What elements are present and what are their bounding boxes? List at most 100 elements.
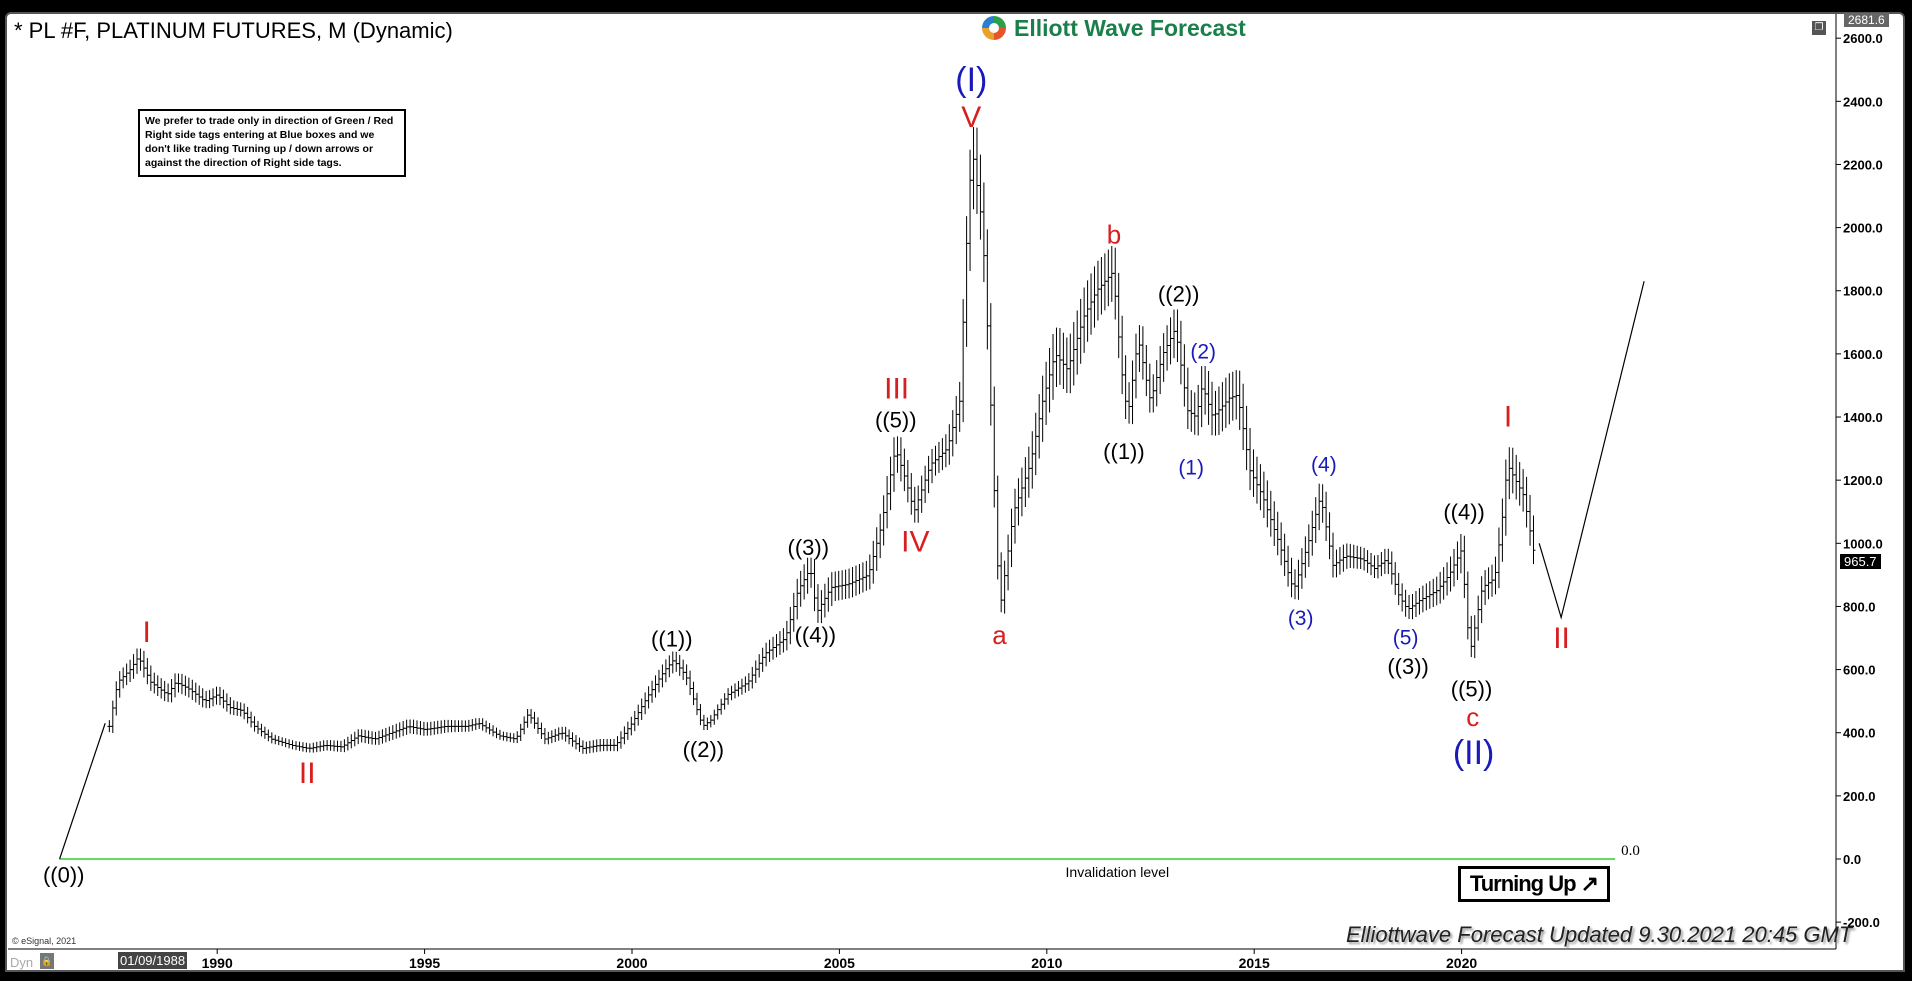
price-bar: [421, 721, 426, 736]
price-bar: [1296, 559, 1301, 600]
price-bar: [739, 678, 744, 695]
price-bar: [701, 714, 706, 731]
price-bar: [587, 740, 592, 754]
price-bar: [138, 648, 143, 671]
price-bar: [1116, 272, 1121, 359]
lock-icon[interactable]: 🔒: [40, 953, 54, 969]
price-bar: [1127, 382, 1132, 424]
price-bar: [439, 720, 444, 734]
x-tick-label: 2010: [1031, 955, 1062, 971]
arrow-up-right-icon: ↗: [1575, 871, 1599, 896]
price-bar: [359, 729, 364, 743]
price-bar: [708, 714, 713, 728]
price-bar: [760, 647, 765, 672]
wave-label: ((1)): [1103, 439, 1145, 464]
price-bar: [1248, 428, 1253, 491]
price-bar: [266, 729, 271, 742]
price-bar: [1165, 325, 1170, 371]
price-bar: [1133, 333, 1138, 399]
price-bar: [1033, 412, 1038, 476]
chart-title: * PL #F, PLATINUM FUTURES, M (Dynamic): [14, 18, 453, 43]
price-bar: [1057, 327, 1062, 385]
price-bar: [1213, 390, 1218, 436]
price-bar: [822, 583, 827, 618]
price-bar: [860, 562, 865, 593]
y-tick-label: 2000.0: [1843, 221, 1883, 236]
price-bar: [1438, 571, 1443, 604]
price-bar: [370, 731, 375, 745]
price-bar: [1507, 447, 1512, 500]
price-bar: [453, 720, 458, 733]
price-bar: [1524, 476, 1529, 528]
price-bar: [1223, 377, 1228, 428]
price-bar: [497, 729, 502, 740]
price-bar: [1434, 576, 1439, 606]
price-bar: [743, 676, 748, 693]
price-bar: [1092, 266, 1097, 328]
price-bar: [411, 719, 416, 734]
wave-label: II: [299, 757, 316, 790]
y-tick-label: 800.0: [1843, 599, 1876, 614]
price-bar: [1472, 615, 1477, 659]
price-bar: [570, 732, 575, 747]
price-bar: [1496, 527, 1501, 589]
price-bar: [204, 691, 209, 709]
price-bar: [190, 679, 195, 700]
price-bar: [494, 727, 499, 739]
price-bar: [1424, 583, 1429, 611]
price-bar: [197, 685, 202, 705]
price-bar: [1006, 534, 1011, 591]
price-bar: [442, 719, 447, 734]
price-bar: [262, 726, 267, 739]
price-bar: [964, 216, 969, 347]
price-bar: [874, 527, 879, 571]
price-bar: [193, 682, 198, 703]
price-bar: [169, 678, 174, 703]
window-restore-icon[interactable]: ❐: [1812, 21, 1826, 35]
price-bar: [888, 456, 893, 511]
price-bar: [1386, 548, 1391, 575]
price-bar: [802, 564, 807, 600]
price-bar: [1310, 510, 1315, 556]
price-bar: [1358, 546, 1363, 570]
price-bar: [1448, 556, 1453, 592]
price-bar: [432, 721, 437, 735]
x-tick-label: 2005: [824, 955, 855, 971]
price-bar: [231, 700, 236, 716]
price-bar: [328, 740, 333, 751]
price-bar: [1196, 384, 1201, 436]
wave-label: ((5)): [875, 408, 917, 433]
price-bar: [733, 683, 738, 699]
price-bar: [1068, 333, 1073, 394]
price-bar: [1258, 464, 1263, 511]
price-bar: [719, 698, 724, 715]
wave-label: b: [1107, 219, 1121, 249]
price-bar: [1220, 382, 1225, 432]
updated-timestamp: Elliottwave Forecast Updated 9.30.2021 2…: [1346, 922, 1853, 947]
price-bar: [632, 710, 637, 732]
price-bar: [1417, 588, 1422, 615]
x-tick-label: 2000: [616, 955, 647, 971]
price-bar: [1147, 363, 1152, 413]
price-bar: [335, 740, 340, 752]
price-bar: [449, 719, 454, 733]
price-bar: [1479, 576, 1484, 624]
x-tick-label: 1995: [409, 955, 440, 971]
price-bar: [867, 554, 872, 590]
price-bar: [480, 718, 485, 731]
price-bar: [114, 681, 119, 716]
price-bar: [788, 606, 793, 645]
price-bar: [214, 686, 219, 705]
price-bar: [404, 719, 409, 735]
price-bar: [128, 659, 133, 682]
price-bar: [1182, 344, 1187, 407]
price-bar: [1379, 551, 1384, 577]
price-bar: [186, 677, 191, 698]
price-bar: [470, 719, 475, 731]
wave-projection-line: [1538, 281, 1645, 620]
price-bar: [224, 693, 229, 712]
price-bar: [1372, 555, 1377, 579]
x-tick-label: 2020: [1446, 955, 1477, 971]
dynamic-toggle[interactable]: Dyn: [10, 955, 34, 970]
